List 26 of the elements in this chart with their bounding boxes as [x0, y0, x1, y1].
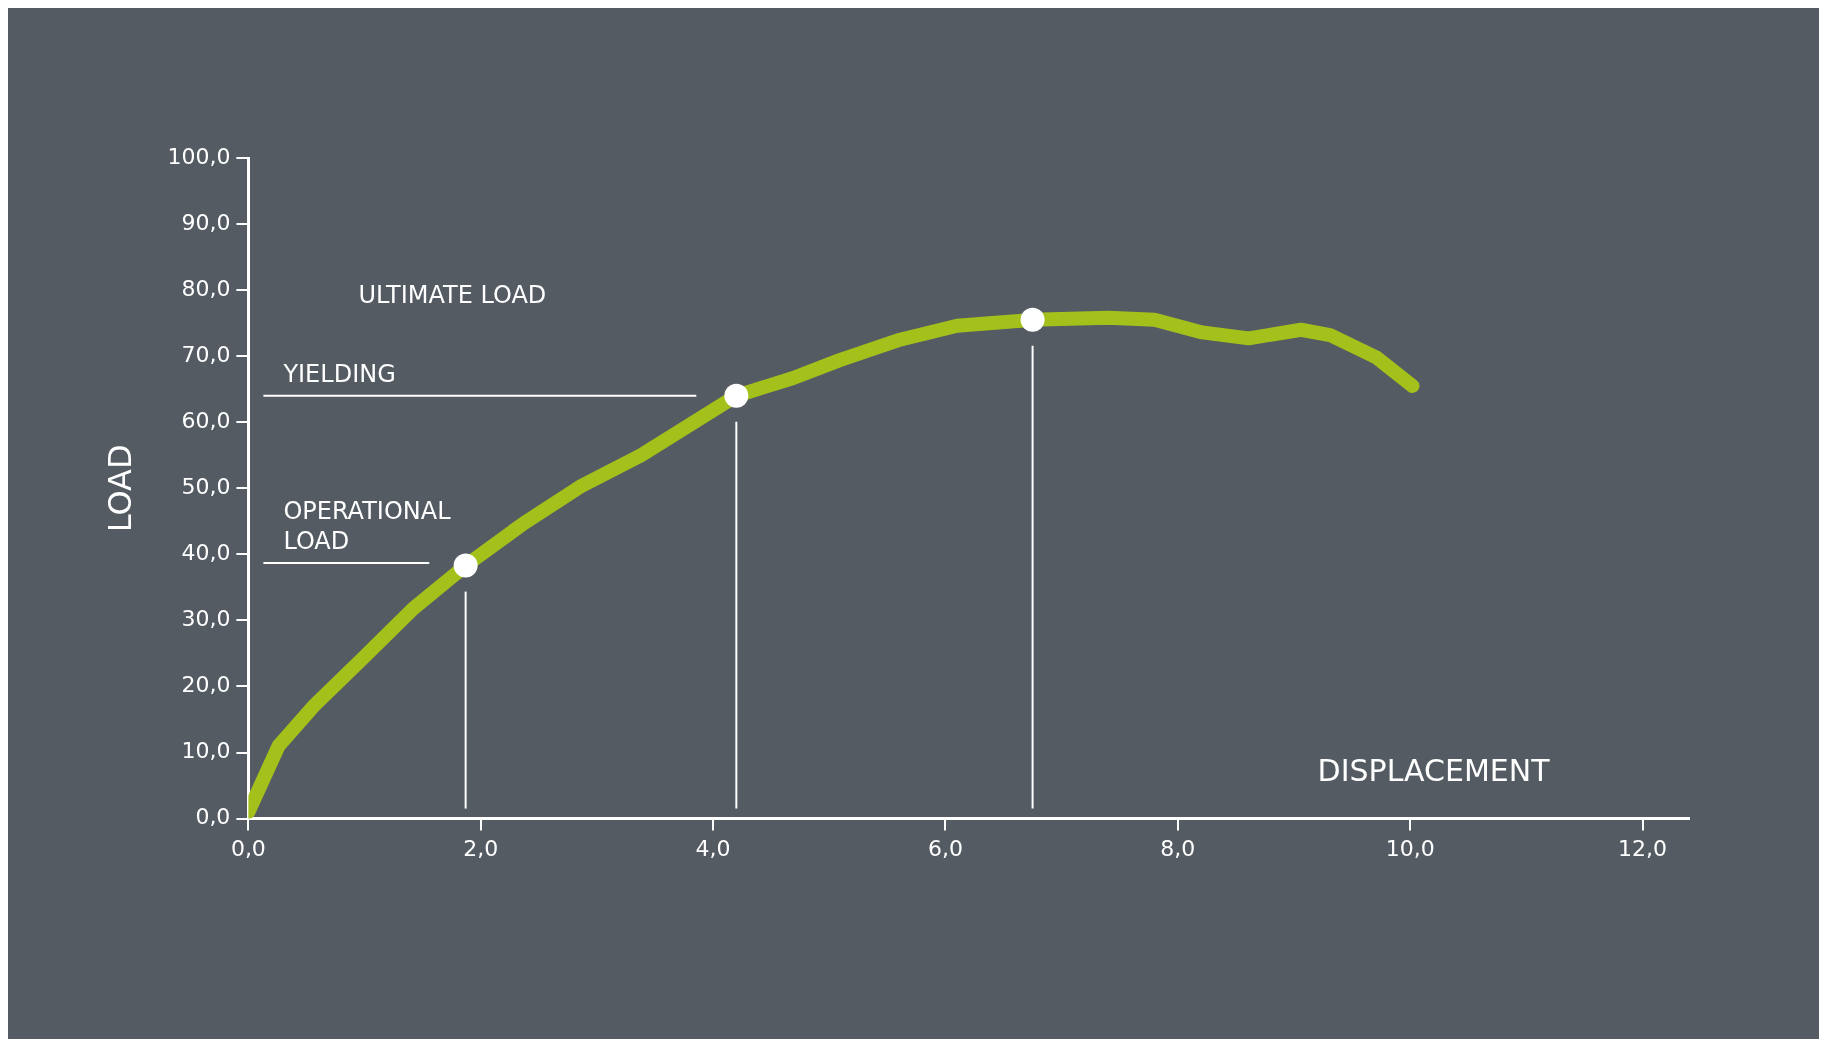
y-tick-label: 100,0	[167, 143, 231, 169]
x-tick-label: 8,0	[1160, 835, 1196, 861]
x-tick-label: 2,0	[463, 835, 499, 861]
y-tick-label: 80,0	[181, 275, 231, 301]
x-tick-label: 0,0	[230, 835, 266, 861]
y-axis-title: LOAD	[100, 444, 139, 533]
x-tick-label: 4,0	[695, 835, 731, 861]
y-tick-label: 50,0	[181, 474, 231, 500]
y-tick-label: 60,0	[181, 407, 231, 433]
y-tick-label: 30,0	[181, 606, 231, 632]
y-tick-label: 10,0	[181, 738, 231, 764]
annotation: ULTIMATE LOAD	[358, 280, 547, 309]
point	[724, 383, 749, 408]
x-axis-title: DISPLACEMENT	[1317, 753, 1551, 789]
y-tick-label: 40,0	[181, 540, 231, 566]
y-tick-label: 90,0	[181, 209, 231, 235]
ref-line-label: YIELDING	[282, 360, 396, 389]
point	[1020, 307, 1045, 332]
x-tick-label: 10,0	[1385, 835, 1435, 861]
y-tick-label: 0,0	[195, 804, 231, 830]
ref-line-label: OPERATIONAL LOAD	[283, 497, 452, 556]
y-tick-label: 20,0	[181, 672, 231, 698]
x-tick-label: 12,0	[1618, 835, 1668, 861]
y-tick-label: 70,0	[181, 341, 231, 367]
x-tick-label: 6,0	[927, 835, 963, 861]
point	[453, 553, 478, 578]
